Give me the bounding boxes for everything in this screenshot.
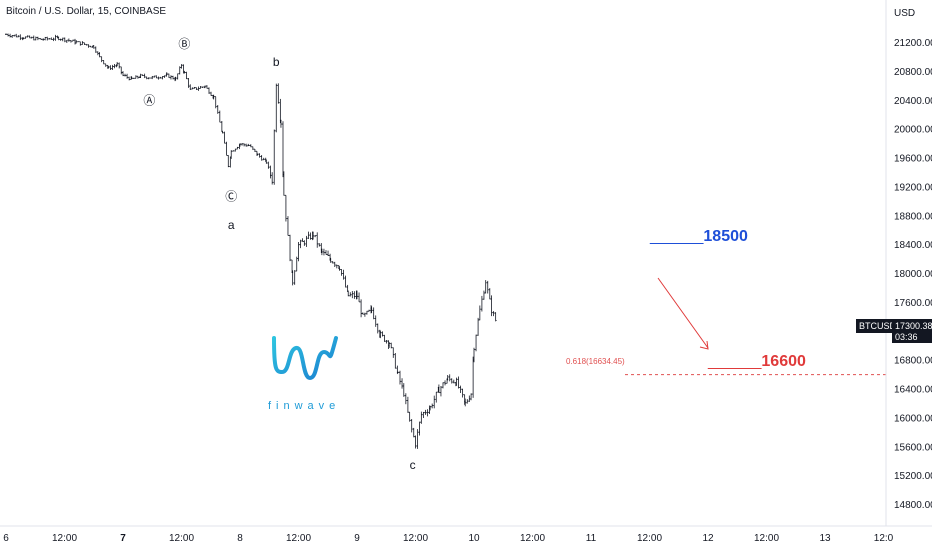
y-tick-label: 16800.00 [894, 356, 932, 367]
y-tick-label: 19600.00 [894, 154, 932, 165]
last-price-tag: BTCUSD 17300.38 03:36 [856, 318, 932, 344]
finwave-logo [266, 330, 346, 420]
x-tick-label: 12 [702, 533, 714, 544]
y-tick-label: 18800.00 [894, 211, 932, 222]
chart-title: Bitcoin / U.S. Dollar, 15, COINBASE [6, 6, 167, 17]
x-tick-label: 12:00 [286, 533, 311, 544]
y-tick-label: 20400.00 [894, 96, 932, 107]
wave-label: Ⓑ [178, 37, 190, 51]
wave-label: Ⓒ [225, 189, 237, 203]
x-tick-label: 12:0 [874, 533, 894, 544]
x-tick-label: 12:00 [169, 533, 194, 544]
wave-label: a [228, 218, 235, 232]
x-tick-label: 9 [354, 533, 360, 544]
y-tick-label: 21200.00 [894, 38, 932, 49]
x-tick-label: 8 [237, 533, 243, 544]
y-tick-label: 15600.00 [894, 442, 932, 453]
fib-level-label: 0.618(16634.45) [566, 357, 625, 366]
y-tick-label: 16000.00 [894, 413, 932, 424]
y-tick-label: 20000.00 [894, 125, 932, 136]
finwave-logo-text: finwave [268, 400, 341, 412]
last-price: 17300.38 [892, 319, 932, 333]
y-tick-label: 20800.00 [894, 67, 932, 78]
x-tick-label: 7 [120, 533, 126, 544]
target-arrowhead [699, 340, 709, 350]
y-tick-label: 19200.00 [894, 182, 932, 193]
y-axis-currency: USD [894, 8, 915, 19]
y-tick-label: 16400.00 [894, 385, 932, 396]
bar-countdown: 03:36 [892, 331, 932, 343]
x-tick-label: 10 [468, 533, 480, 544]
y-tick-label: 18000.00 [894, 269, 932, 280]
x-tick-label: 12:00 [754, 533, 779, 544]
x-tick-label: 13 [819, 533, 831, 544]
target-16600-label: ______16600 [708, 353, 806, 370]
x-tick-label: 6 [3, 533, 9, 544]
y-tick-label: 18400.00 [894, 240, 932, 251]
wave-label: c [410, 458, 416, 472]
symbol-badge: BTCUSD [856, 319, 900, 333]
y-tick-label: 14800.00 [894, 500, 932, 511]
target-arrow[interactable] [657, 277, 709, 349]
x-tick-label: 11 [586, 533, 597, 544]
x-tick-label: 12:00 [520, 533, 545, 544]
wave-label: b [273, 55, 280, 69]
y-tick-label: 17600.00 [894, 298, 932, 309]
target-18500-label: ______18500 [650, 228, 748, 245]
x-tick-label: 12:00 [403, 533, 428, 544]
x-tick-label: 12:00 [637, 533, 662, 544]
x-tick-label: 12:00 [52, 533, 77, 544]
wave-label: Ⓐ [143, 93, 155, 107]
y-tick-label: 15200.00 [894, 471, 932, 482]
